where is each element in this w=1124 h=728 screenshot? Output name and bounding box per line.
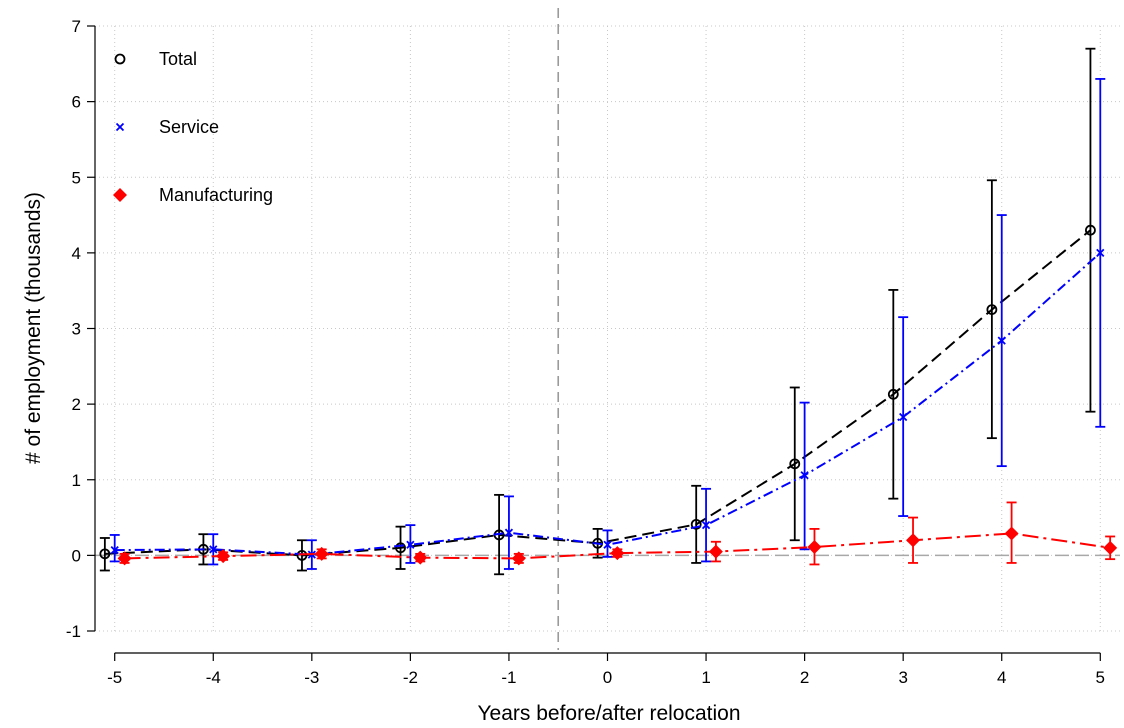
- x-tick-label: -1: [501, 668, 516, 687]
- x-tick-label: 1: [701, 668, 710, 687]
- data-point: [395, 542, 406, 554]
- y-tick-label: 1: [72, 471, 81, 490]
- y-tick-label: 2: [72, 395, 81, 414]
- legend-label: Total: [159, 49, 197, 69]
- x-tick-label: 2: [800, 668, 809, 687]
- x-tick-label: -2: [403, 668, 418, 687]
- data-point: [997, 336, 1006, 345]
- data-point: [504, 528, 514, 537]
- data-point: [789, 458, 801, 470]
- data-point: [800, 471, 809, 480]
- axes: -1 0 1 2 3 4 5 6 7 -5 -4 -3 -2 -1 0 1 2 3 4 5: [66, 17, 1105, 687]
- x-tick-label: 4: [997, 668, 1006, 687]
- x-axis-title: Years before/after relocation: [477, 702, 740, 725]
- data-point: [899, 412, 908, 422]
- series-layer: [99, 47, 1118, 576]
- x-tick-label: -5: [107, 668, 122, 687]
- series-service: [109, 78, 1106, 570]
- legend-item-manufacturing: Manufacturing: [113, 185, 273, 205]
- x-tick-label: -4: [206, 668, 221, 687]
- legend-label: Manufacturing: [159, 185, 273, 205]
- legend-item-service: Service: [115, 117, 219, 137]
- data-point: [690, 518, 702, 530]
- y-tick-label: 3: [72, 320, 81, 339]
- data-point: [610, 546, 625, 561]
- data-point: [603, 540, 612, 549]
- data-point: [413, 550, 428, 565]
- data-point: [406, 540, 415, 549]
- y-tick-label: -1: [66, 622, 81, 641]
- data-point: [701, 520, 711, 530]
- y-tick-label: 6: [72, 93, 81, 112]
- data-point: [216, 549, 231, 564]
- data-point: [1096, 248, 1105, 258]
- y-tick-label: 5: [72, 168, 81, 187]
- series-manufacturing: [117, 501, 1118, 566]
- data-point: [99, 548, 111, 560]
- x-tick-label: 3: [898, 668, 907, 687]
- data-point: [209, 545, 218, 554]
- y-tick-label: 0: [72, 546, 81, 565]
- legend-item-total: Total: [114, 49, 197, 69]
- x-tick-label: -3: [304, 668, 319, 687]
- data-point: [1004, 526, 1019, 541]
- legend-marker: [115, 122, 125, 132]
- data-point: [887, 388, 899, 400]
- data-point: [986, 304, 998, 315]
- data-point: [110, 545, 119, 555]
- y-tick-label: 4: [72, 244, 81, 263]
- data-point: [314, 546, 329, 561]
- legend-marker: [114, 53, 126, 65]
- legend-label: Service: [159, 117, 219, 137]
- y-axis-title: # of employment (thousands): [22, 192, 45, 464]
- legend-marker: [113, 188, 127, 202]
- data-point: [1085, 224, 1096, 236]
- y-tick-label: 7: [72, 17, 81, 36]
- data-point: [511, 551, 526, 566]
- data-point: [1103, 540, 1118, 555]
- data-point: [708, 544, 723, 559]
- data-point: [296, 549, 308, 561]
- data-point: [117, 551, 132, 566]
- x-tick-label: 5: [1096, 668, 1105, 687]
- x-tick-label: 0: [603, 668, 612, 687]
- legend: Total Service Manufacturing: [113, 49, 273, 205]
- data-point: [906, 533, 921, 548]
- data-point: [807, 540, 822, 555]
